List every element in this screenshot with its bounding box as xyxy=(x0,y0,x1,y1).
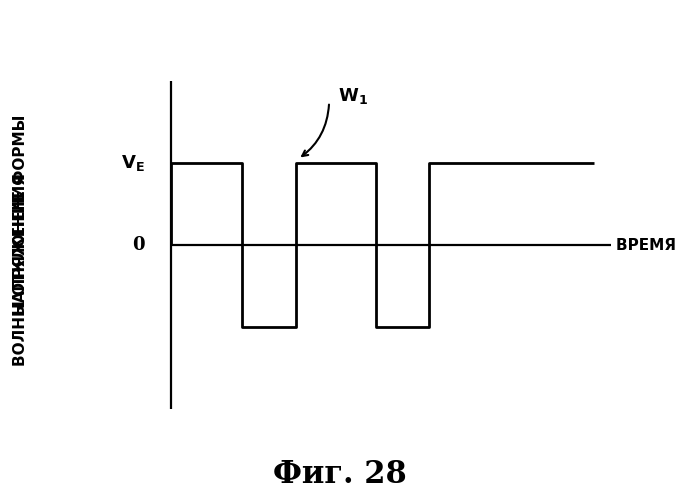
Text: $\mathbf{W_1}$: $\mathbf{W_1}$ xyxy=(338,86,368,106)
Text: 0: 0 xyxy=(132,236,145,254)
Text: ВРЕМЯ (t): ВРЕМЯ (t) xyxy=(616,238,679,252)
Text: ВОЛНЫ ОТКЛОНЕНИЯ: ВОЛНЫ ОТКЛОНЕНИЯ xyxy=(13,174,28,366)
Text: Фиг. 28: Фиг. 28 xyxy=(273,459,406,490)
Text: НАПРЯЖЕНИЕ ФОРМЫ: НАПРЯЖЕНИЕ ФОРМЫ xyxy=(13,115,28,315)
Text: $\mathbf{V_E}$: $\mathbf{V_E}$ xyxy=(121,153,145,173)
